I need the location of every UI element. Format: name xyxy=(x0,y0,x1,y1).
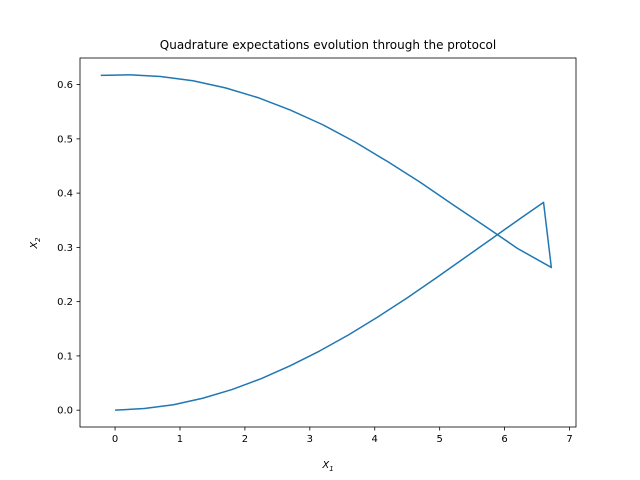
x-tick-label: 6 xyxy=(501,434,507,445)
y-tick-label: 0.3 xyxy=(57,243,73,254)
x-tick-label: 5 xyxy=(436,434,442,445)
y-tick-label: 0.5 xyxy=(57,134,73,145)
x-tick-label: 2 xyxy=(242,434,248,445)
axes-frame xyxy=(79,57,577,428)
x-tick-label: 4 xyxy=(372,434,378,445)
chart-title: Quadrature expectations evolution throug… xyxy=(160,38,496,52)
y-tick-label: 0.2 xyxy=(57,297,73,308)
axes-ticks: 0 1 2 3 4 5 6 7 0.0 0.1 0.2 0.3 0.4 0.5 0.6 xyxy=(57,80,573,445)
y-tick-label: 0.1 xyxy=(57,351,73,362)
y-tick-label: 0.0 xyxy=(57,406,73,417)
y-tick-label: 0.4 xyxy=(57,189,73,200)
plot-area xyxy=(100,74,553,411)
x-tick-label: 3 xyxy=(307,434,313,445)
x-tick-label: 7 xyxy=(566,434,572,445)
y-tick-label: 0.6 xyxy=(57,80,73,91)
x-tick-label: 1 xyxy=(177,434,183,445)
series-line xyxy=(100,74,553,411)
x-tick-label: 0 xyxy=(112,434,118,445)
y-axis-label: X2 xyxy=(29,237,42,250)
x-axis-label: X1 xyxy=(321,460,333,473)
